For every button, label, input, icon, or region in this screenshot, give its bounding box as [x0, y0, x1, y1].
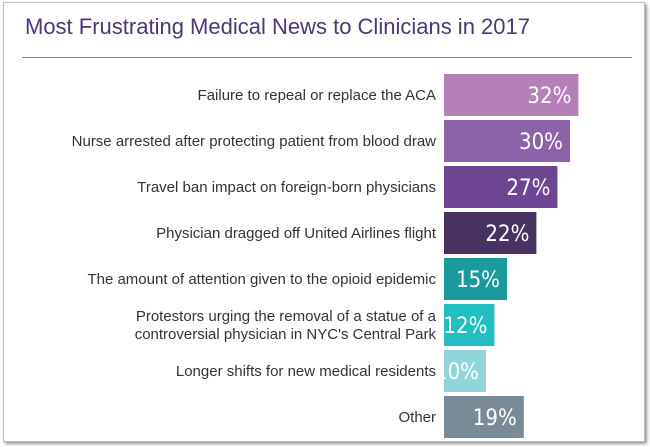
category-label: The amount of attention given to the opi… — [87, 271, 436, 288]
bar — [444, 212, 537, 254]
chart-title: Most Frustrating Medical News to Clinici… — [25, 14, 530, 39]
bar — [444, 258, 507, 300]
bar — [444, 396, 524, 438]
category-label: Other — [398, 409, 436, 426]
value-label: 32% — [527, 84, 571, 109]
bar — [444, 74, 579, 116]
value-label: 30% — [519, 130, 563, 155]
title-divider — [22, 57, 632, 58]
value-label: 15% — [456, 268, 500, 293]
value-label: 10% — [435, 360, 479, 385]
bar — [444, 120, 570, 162]
category-label: Failure to repeal or replace the ACA — [198, 87, 436, 104]
bar — [444, 166, 558, 208]
value-label: 27% — [506, 176, 550, 201]
category-label: controversial physician in NYC's Central… — [135, 326, 437, 343]
category-label: Physician dragged off United Airlines fl… — [156, 225, 437, 242]
value-label: 12% — [443, 314, 487, 339]
value-label: 19% — [473, 406, 517, 431]
bar — [444, 350, 486, 392]
category-label: Protestors urging the removal of a statu… — [136, 308, 437, 325]
category-label: Travel ban impact on foreign-born physic… — [137, 179, 436, 196]
category-label: Longer shifts for new medical residents — [176, 363, 436, 380]
category-label: Nurse arrested after protecting patient … — [72, 133, 437, 150]
value-label: 22% — [485, 222, 529, 247]
bar — [444, 304, 495, 346]
